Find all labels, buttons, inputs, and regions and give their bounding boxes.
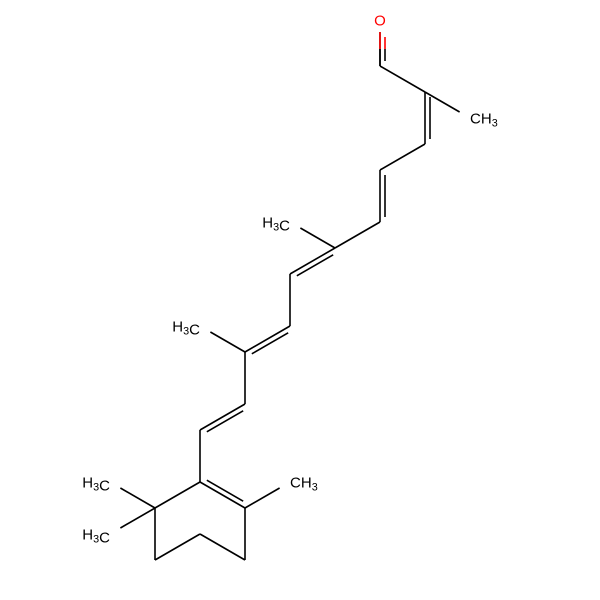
atom-label-M4: H3C (262, 214, 290, 234)
atom-label-M1: CH3 (290, 474, 318, 493)
atom-label-M2b: H3C (82, 474, 110, 494)
atom-label-O: O (374, 12, 386, 29)
chemical-structure: CH3 H3C H3C H3C H3C CH3 O (0, 0, 600, 600)
atom-label-M2a: H3C (82, 526, 110, 546)
atom-label-M5: CH3 (470, 110, 498, 129)
atom-label-M3: H3C (172, 318, 200, 338)
